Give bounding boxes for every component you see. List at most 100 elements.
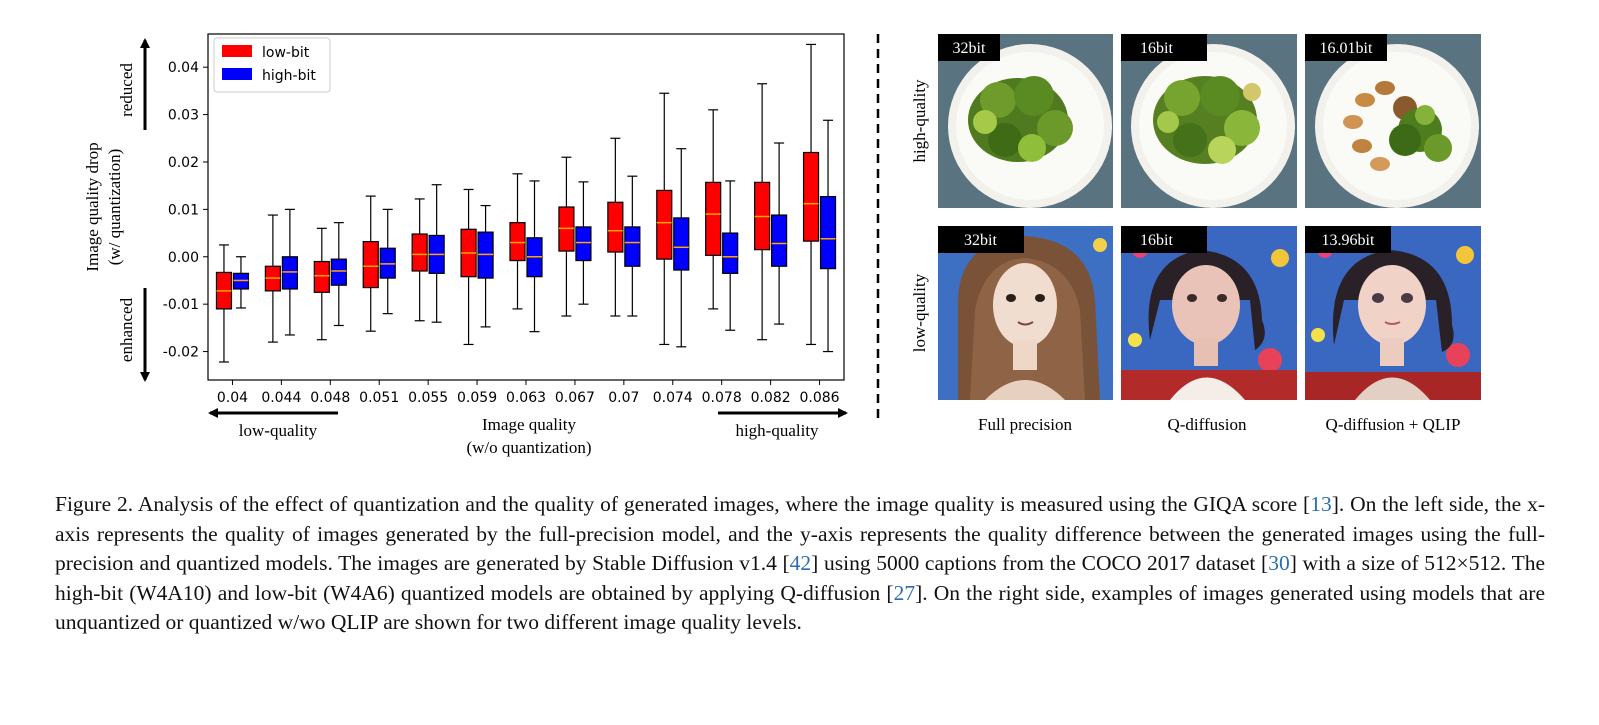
enhanced-label: enhanced <box>117 297 136 362</box>
box-high-bit-3 <box>379 208 396 315</box>
caption-text-1: Figure 2. Analysis of the effect of quan… <box>55 492 1311 516</box>
box-low-bit-6 <box>509 173 526 310</box>
figure-canvas: 0.04 0.03 0.02 0.01 0.00 -0.01 -0.02 0.04 0.044… <box>83 33 1481 457</box>
box-iqr <box>313 260 330 293</box>
legend-label-high-bit: high-bit <box>262 68 316 84</box>
broccoli-q-diffusion-image <box>1121 34 1297 208</box>
y-tick-label: -0.01 <box>163 297 199 313</box>
box-iqr <box>771 214 788 267</box>
svg-text:16.01bit: 16.01bit <box>1320 40 1373 57</box>
box-iqr <box>330 258 347 286</box>
legend: low-bit high-bit <box>213 37 331 93</box>
x-tick-label: 0.051 <box>359 390 399 406</box>
box-high-bit-7 <box>575 181 592 305</box>
x-tick-label: 0.082 <box>751 390 791 406</box>
box-low-bit-12 <box>802 43 820 346</box>
box-plot: 0.04 0.03 0.02 0.01 0.00 -0.01 -0.02 0.04 0.044… <box>83 33 848 457</box>
box-high-bit-5 <box>477 204 494 328</box>
box-iqr <box>281 256 298 290</box>
citation-30[interactable]: 30 <box>1268 551 1290 575</box>
x-tick-label: 0.078 <box>702 390 742 406</box>
box-low-bit-7 <box>558 156 575 317</box>
legend-label-low-bit: low-bit <box>262 45 310 61</box>
box-iqr <box>362 241 379 289</box>
high-quality-label: high-quality <box>735 421 819 440</box>
box-iqr <box>509 222 526 262</box>
box-low-bit-1 <box>264 214 281 343</box>
y-tick-label: 0.03 <box>168 108 199 124</box>
girl-qlip-image <box>1305 226 1481 400</box>
column-label-full-precision: Full precision <box>978 415 1072 434</box>
svg-text:32bit: 32bit <box>953 40 986 57</box>
box-high-bit-11 <box>771 142 788 325</box>
svg-text:16bit: 16bit <box>1140 232 1173 249</box>
box-low-bit-3 <box>362 195 379 332</box>
x-tick-label: 0.04 <box>217 390 248 406</box>
x-tick-label: 0.063 <box>506 390 546 406</box>
y-axis-ticks: 0.04 0.03 0.02 0.01 0.00 -0.01 -0.02 <box>163 60 208 361</box>
caption-text-2: ]. On the left side, the x-axis represen… <box>55 492 1545 575</box>
x-tick-label: 0.074 <box>653 390 693 406</box>
x-axis-label-line2: (w/o quantization) <box>466 438 591 457</box>
svg-text:13.96bit: 13.96bit <box>1322 232 1375 249</box>
box-high-bit-10 <box>722 180 739 331</box>
y-tick-label: 0.04 <box>168 60 199 76</box>
box-iqr <box>802 151 820 242</box>
box-iqr <box>819 195 837 270</box>
y-tick-label: 0.01 <box>168 202 199 218</box>
y-axis-label-line2: (w/ quantization) <box>105 149 124 266</box>
badge-bottom-2: 16bit <box>1121 226 1207 253</box>
x-tick-label: 0.048 <box>310 390 350 406</box>
x-tick-label: 0.067 <box>555 390 595 406</box>
x-axis-label-line1: Image quality <box>482 415 576 434</box>
box-high-bit-1 <box>281 208 298 336</box>
reduced-label: reduced <box>117 63 136 117</box>
x-tick-label: 0.07 <box>608 390 639 406</box>
y-axis-label-line1: Image quality drop <box>83 142 102 271</box>
box-iqr <box>722 232 739 274</box>
image-grid: high-quality low-quality <box>910 34 1481 434</box>
box-high-bit-8 <box>624 175 641 317</box>
broccoli-full-precision-image <box>938 34 1113 208</box>
y-tick-label: 0.00 <box>168 250 199 266</box>
box-low-bit-11 <box>754 83 771 341</box>
box-high-bit-0 <box>232 256 250 309</box>
y-tick-label: -0.02 <box>163 345 199 361</box>
y-tick-label: 0.02 <box>168 155 199 171</box>
svg-text:32bit: 32bit <box>964 232 997 249</box>
low-quality-label: low-quality <box>239 421 318 440</box>
x-axis-ticks: 0.04 0.044 0.048 0.051 0.055 0.059 0.063 0.067 0… <box>217 380 840 406</box>
caption-text-3: ] using 5000 captions from the COCO 2017… <box>811 551 1269 575</box>
legend-swatch-high-bit <box>222 68 252 80</box>
badge-top-2: 16bit <box>1121 34 1207 61</box>
box-low-bit-5 <box>460 188 477 346</box>
citation-42[interactable]: 42 <box>789 551 812 575</box>
box-iqr <box>656 189 673 260</box>
box-high-bit-2 <box>330 222 347 327</box>
box-series <box>215 43 837 363</box>
x-tick-label: 0.044 <box>261 390 301 406</box>
broccoli-qlip-image <box>1305 34 1481 208</box>
column-label-q-diffusion: Q-diffusion <box>1167 415 1247 434</box>
citation-13[interactable]: 13 <box>1310 492 1332 516</box>
row-label-low-quality: low-quality <box>910 273 929 352</box>
caption-text-5: ]. On the right side, examples of images… <box>55 580 1545 635</box>
figure-caption: Figure 2. Analysis of the effect of quan… <box>55 490 1545 638</box>
column-label-qlip: Q-diffusion + QLIP <box>1326 415 1461 434</box>
x-tick-label: 0.055 <box>408 390 448 406</box>
citation-27[interactable]: 27 <box>893 580 916 605</box>
x-tick-label: 0.086 <box>799 390 839 406</box>
box-iqr <box>705 181 722 256</box>
box-low-bit-4 <box>411 198 428 322</box>
badge-top-3: 16.01bit <box>1305 34 1387 61</box>
row-label-high-quality: high-quality <box>910 79 929 163</box>
box-low-bit-0 <box>215 244 233 363</box>
box-high-bit-6 <box>526 180 543 333</box>
box-high-bit-9 <box>673 148 690 348</box>
box-iqr <box>673 217 690 271</box>
box-high-bit-12 <box>819 119 837 353</box>
box-iqr <box>411 233 428 272</box>
box-low-bit-10 <box>705 109 722 310</box>
box-low-bit-9 <box>656 92 673 346</box>
badge-bottom-3: 13.96bit <box>1305 226 1391 253</box>
